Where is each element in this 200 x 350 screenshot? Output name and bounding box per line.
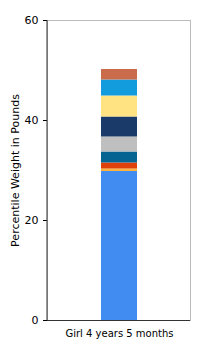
svg-text:Girl 4 years 5 months: Girl 4 years 5 months — [65, 328, 173, 339]
svg-text:60: 60 — [25, 14, 39, 27]
svg-text:20: 20 — [25, 214, 39, 227]
svg-text:Percentile Weight in Pounds: Percentile Weight in Pounds — [9, 94, 22, 247]
svg-text:0: 0 — [32, 314, 39, 327]
svg-text:40: 40 — [25, 114, 39, 127]
